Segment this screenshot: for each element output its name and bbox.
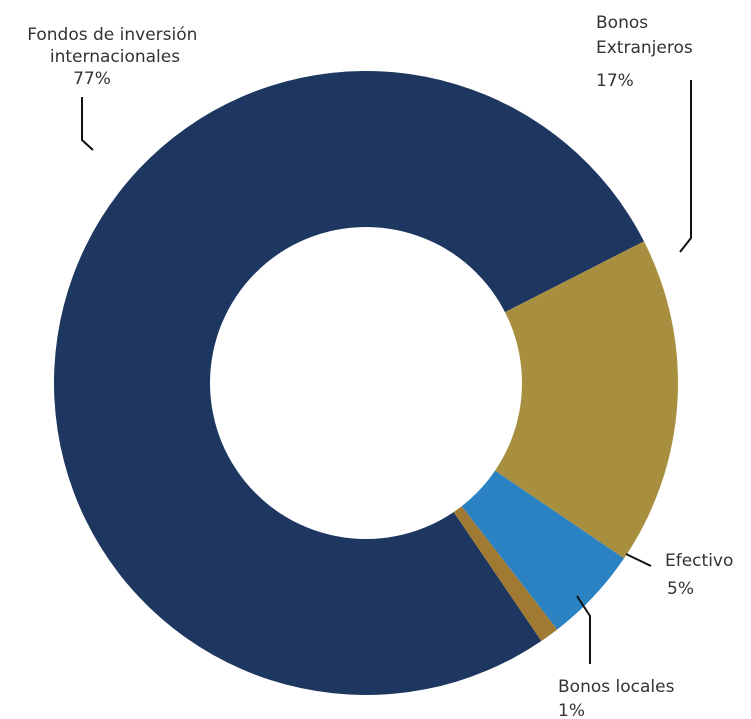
- slice-label-efectivo-name: Efectivo: [665, 551, 733, 571]
- slice-label-bonos-extranjeros-line1: Bonos: [596, 13, 648, 33]
- slice-value-efectivo: 5%: [667, 579, 694, 599]
- leader-line-fondos: [81, 97, 94, 151]
- slice-label-bonos-locales: Bonos locales 1%: [558, 595, 675, 719]
- slice-label-fondos-line2: internacionales: [50, 47, 180, 67]
- slice-bonos-extranjeros: [366, 241, 679, 559]
- slice-label-fondos-line1: Fondos de inversión: [27, 25, 197, 45]
- svg-text:Fondos de inversión inte: Fondos de inversión internacionales: [27, 25, 203, 67]
- leader-line-bonos-locales: [576, 595, 591, 664]
- slice-value-bonos-extranjeros: 17%: [596, 71, 634, 91]
- slice-value-bonos-locales: 1%: [558, 701, 585, 719]
- slice-value-fondos: 77%: [73, 69, 111, 89]
- slice-label-bonos-extranjeros: Bonos Extranjeros 17%: [596, 13, 693, 253]
- slice-label-bonos-locales-name: Bonos locales: [558, 677, 675, 697]
- slice-label-bonos-extranjeros-line2: Extranjeros: [596, 38, 693, 58]
- leader-line-efectivo: [625, 553, 652, 567]
- svg-text:Bonos Extranjeros: Bonos Extranjeros: [596, 13, 693, 58]
- slice-label-efectivo: Efectivo 5%: [625, 551, 733, 599]
- donut-hole: [210, 227, 522, 539]
- leader-line-bonos-extranjeros: [679, 80, 692, 253]
- slice-label-fondos: Fondos de inversión internacionales 77%: [27, 25, 203, 151]
